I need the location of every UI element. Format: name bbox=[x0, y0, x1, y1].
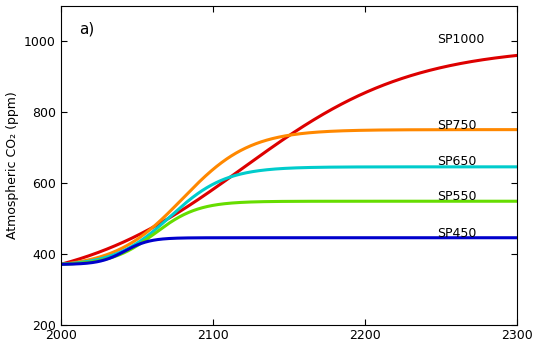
Y-axis label: Atmospheric CO₂ (ppm): Atmospheric CO₂ (ppm) bbox=[5, 91, 18, 239]
Text: SP550: SP550 bbox=[437, 190, 477, 204]
Text: SP650: SP650 bbox=[437, 155, 477, 168]
Text: SP750: SP750 bbox=[437, 119, 477, 132]
Text: a): a) bbox=[79, 22, 94, 37]
Text: SP450: SP450 bbox=[437, 227, 477, 240]
Text: SP1000: SP1000 bbox=[437, 33, 485, 46]
